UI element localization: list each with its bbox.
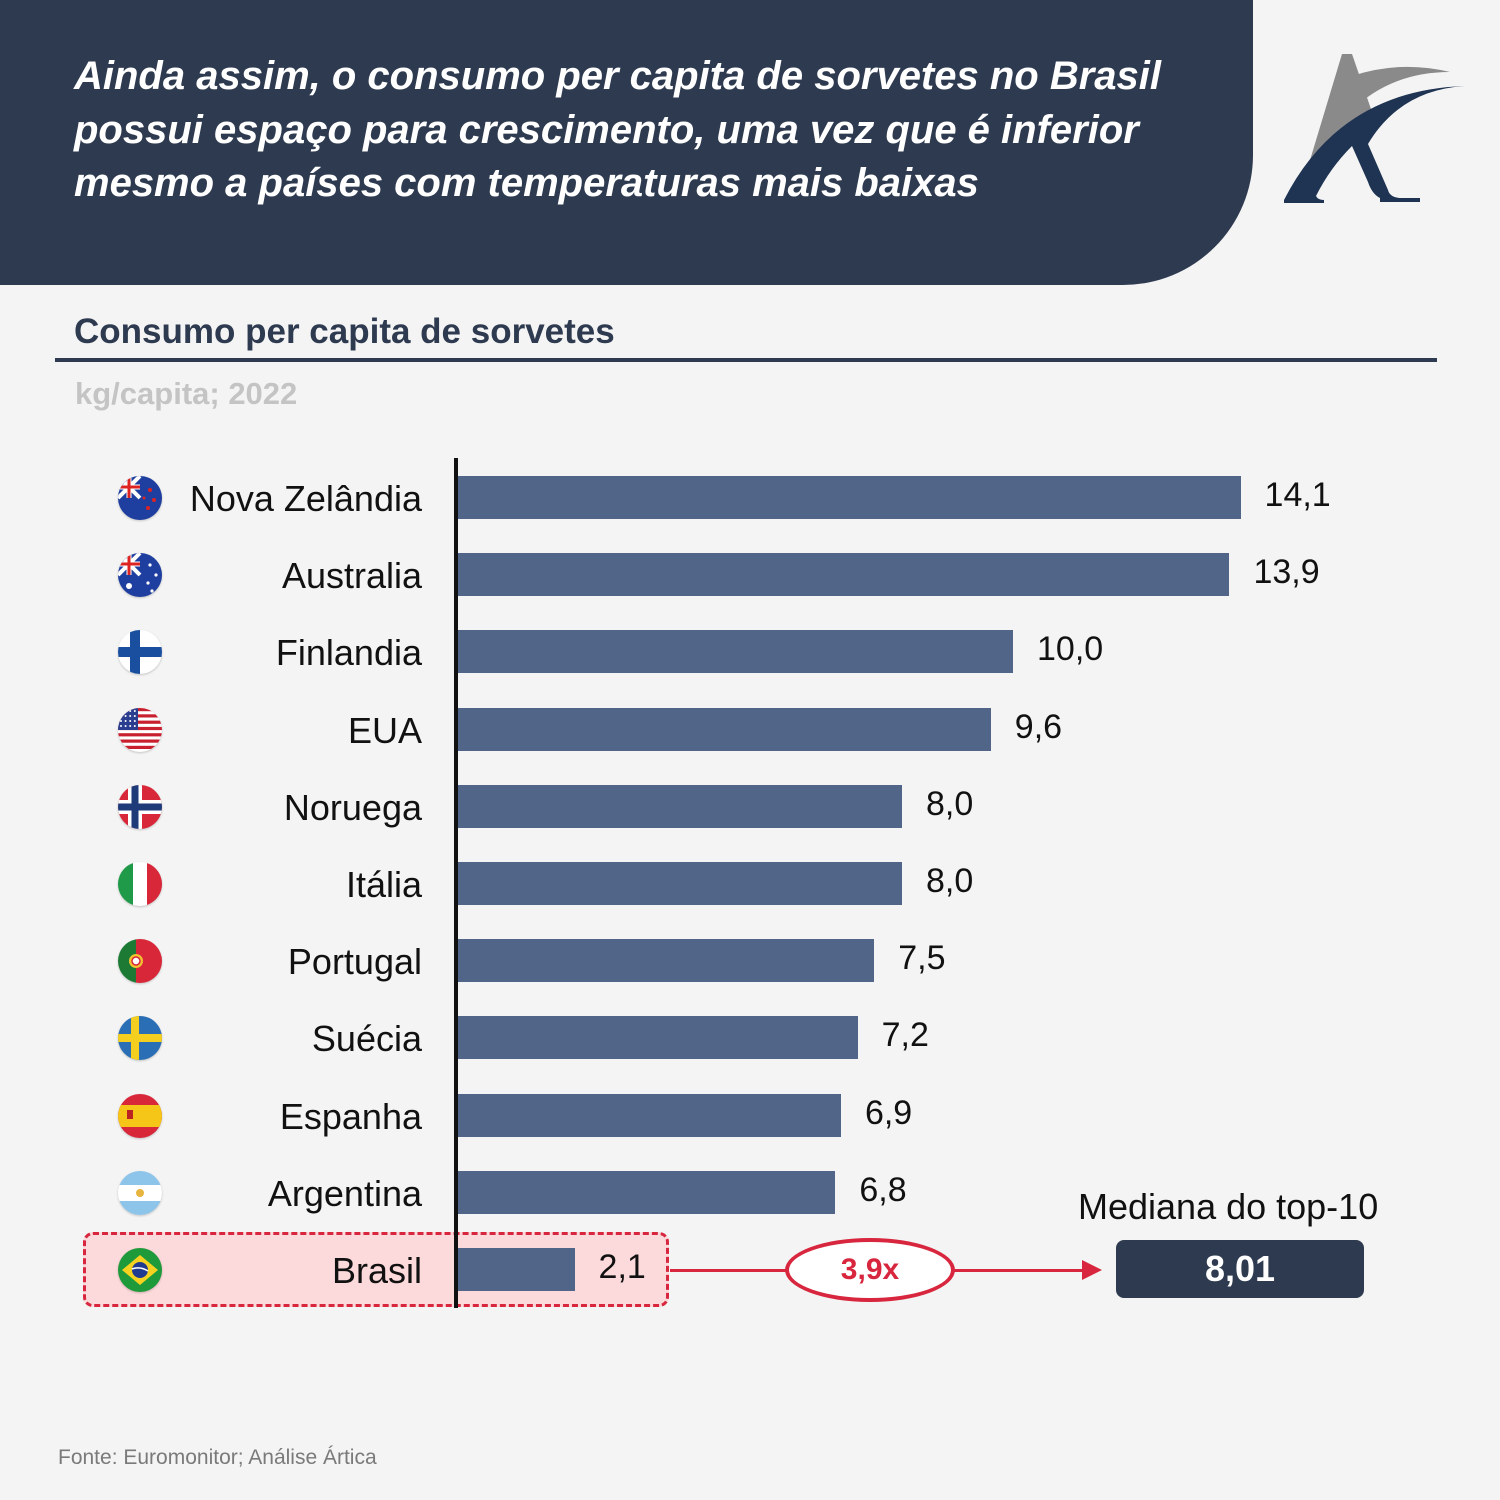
data-label: 13,9: [1253, 553, 1320, 592]
bar: [458, 784, 902, 828]
data-label: 6,9: [864, 1093, 913, 1132]
data-label: 6,8: [859, 1170, 907, 1209]
se-flag-icon: [118, 1016, 162, 1061]
bar: [458, 476, 1241, 519]
bar-row: Suécia 7,2: [0, 1016, 1500, 1061]
bar: [458, 553, 1230, 597]
data-label: 7,2: [881, 1016, 929, 1055]
category-label: Argentina: [267, 1172, 422, 1214]
ar-flag-icon: [118, 1170, 162, 1215]
bar: [458, 630, 1013, 674]
headline: Ainda assim, o consumo per capita de sor…: [74, 54, 1162, 205]
data-label: 2,1: [598, 1248, 646, 1286]
category-label: Itália: [345, 864, 422, 905]
category-label: Nova Zelândia: [189, 478, 422, 519]
bar: [458, 1093, 841, 1137]
bar-row: Noruega 8,0: [0, 784, 1500, 829]
data-label: 9,6: [1014, 707, 1063, 746]
br-flag-icon: [118, 1248, 162, 1292]
bar: [458, 862, 902, 905]
us-flag-icon: [118, 707, 162, 752]
au-flag-icon: [118, 553, 162, 598]
bar-row: EUA 9,6: [0, 707, 1500, 752]
data-label: 14,1: [1264, 476, 1331, 514]
category-label: Espanha: [279, 1095, 422, 1137]
es-flag-icon: [118, 1093, 162, 1138]
median-value-box: 8,01: [1116, 1240, 1364, 1298]
bar-row: Nova Zelândia 14,1: [0, 476, 1500, 520]
source-note: Fonte: Euromonitor; Análise Ártica: [58, 1446, 377, 1469]
nz-flag-icon: [118, 476, 162, 520]
category-label: Finlandia: [275, 632, 422, 674]
no-flag-icon: [118, 784, 162, 829]
median-label: Mediana do top-10: [1078, 1186, 1379, 1227]
it-flag-icon: [118, 862, 162, 906]
bar-row: Espanha 6,9: [0, 1093, 1500, 1138]
chart-subtitle: kg/capita; 2022: [75, 376, 298, 411]
bar: [458, 939, 875, 983]
artica-logo-icon: [1284, 54, 1465, 203]
bar-row: Brasil 2,1: [0, 1248, 1500, 1292]
fi-flag-icon: [118, 630, 162, 675]
bar-row: Argentina 6,8: [0, 1170, 1500, 1215]
category-label: Australia: [281, 555, 422, 597]
data-label: 8,0: [926, 862, 974, 900]
bar: [458, 707, 991, 751]
category-label: Brasil: [331, 1250, 422, 1291]
bar-row: Itália 8,0: [0, 862, 1500, 906]
bar: [458, 1248, 575, 1291]
category-label: Noruega: [283, 786, 422, 828]
category-label: Suécia: [311, 1018, 422, 1060]
ratio-badge: 3,9x: [785, 1238, 955, 1302]
header-banner: Ainda assim, o consumo per capita de sor…: [0, 0, 1253, 285]
median-value: 8,01: [1204, 1248, 1276, 1289]
category-label: EUA: [347, 709, 422, 751]
category-label: Portugal: [287, 941, 422, 983]
y-axis-line: [454, 458, 458, 1308]
chart-title: Consumo per capita de sorvetes: [74, 312, 615, 351]
data-label: 8,0: [926, 784, 974, 823]
bar-row: Portugal 7,5: [0, 939, 1500, 984]
data-label: 7,5: [898, 939, 946, 978]
ratio-text: 3,9x: [840, 1253, 900, 1286]
bar: [458, 1016, 858, 1060]
pt-flag-icon: [118, 939, 162, 984]
data-label: 10,0: [1037, 630, 1104, 669]
arrow-right-icon: [1082, 1260, 1102, 1280]
bar-row: Australia 13,9: [0, 553, 1500, 598]
bar-row: Finlandia 10,0: [0, 630, 1500, 675]
bar: [458, 1170, 836, 1214]
title-divider: [55, 358, 1437, 362]
